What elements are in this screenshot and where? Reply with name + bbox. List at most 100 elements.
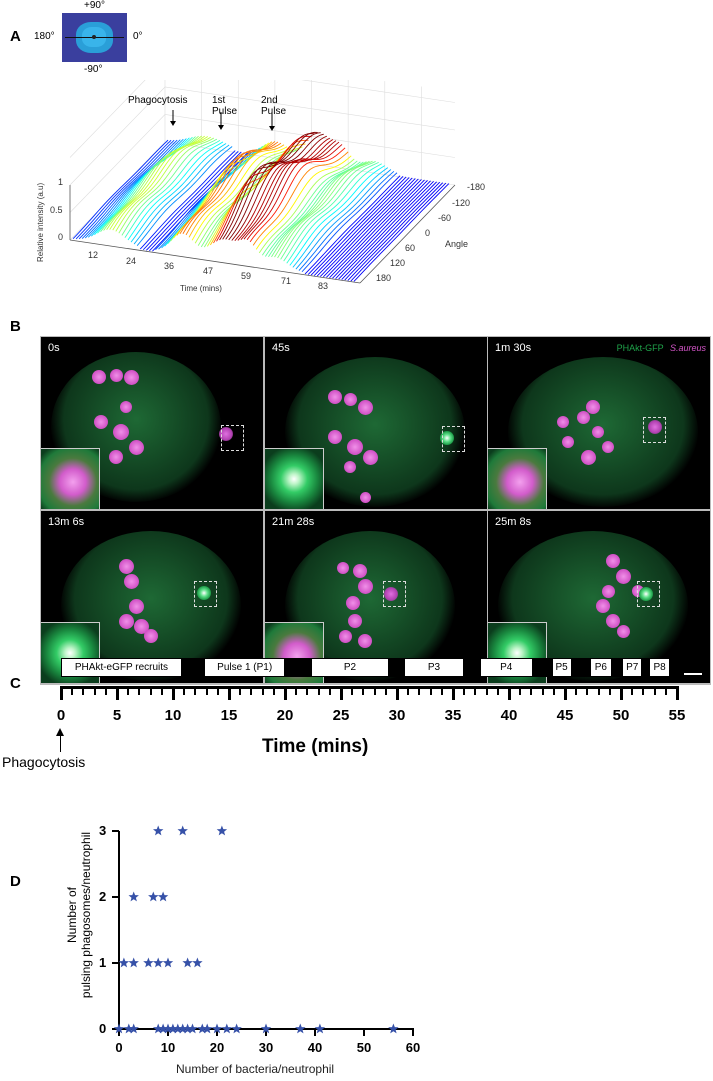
phagocytosis-arrow [60, 732, 61, 752]
time-tick: 71 [281, 276, 292, 286]
angle-axis-line [359, 184, 456, 284]
timeline-tick [552, 686, 555, 695]
zoom-inset [41, 448, 100, 509]
surface-ridge [145, 151, 242, 251]
zoom-region-box [643, 417, 666, 443]
bacterium [353, 564, 367, 578]
surface-ridge [316, 177, 413, 277]
timeline-tick-label: 15 [220, 707, 238, 724]
surface-plot [69, 80, 456, 284]
timeline-tick-label: 40 [500, 707, 518, 724]
frame-45s: 45s [265, 337, 487, 509]
bacterium [92, 370, 106, 384]
surface-ridge [274, 160, 370, 258]
timeline-tick [340, 686, 343, 700]
surface-ridge [179, 141, 276, 235]
timeline-tick-labels: 0 5 10 15 20 25 30 35 40 45 50 55 [0, 707, 713, 727]
timeline-tick [407, 686, 410, 695]
bacterium [357, 578, 373, 594]
scatter-point [157, 1023, 169, 1034]
x-tick-label: 10 [160, 1040, 176, 1055]
timeline-tick-label: 55 [668, 707, 686, 724]
timeline-tick [194, 686, 197, 695]
timeline-tick [127, 686, 130, 695]
bacterium [118, 613, 134, 629]
timeline-tick [250, 686, 253, 695]
scatter-point [314, 1023, 326, 1034]
scatter-point [128, 1023, 139, 1034]
bacterium [576, 410, 590, 424]
frame-time-label: 1m 30s [495, 342, 532, 354]
surface-ridge [237, 139, 334, 241]
timeline-tick [261, 686, 264, 695]
scatter-point [295, 1023, 306, 1034]
surface-ridge [313, 177, 410, 276]
zoom-region-box [637, 581, 660, 607]
angle-axis-label: Angle [445, 239, 469, 249]
timeline-tick [239, 686, 242, 695]
timeline-tick [396, 686, 399, 700]
phagosome [197, 586, 211, 600]
scatter-point [182, 1023, 193, 1034]
timeline-tick [575, 686, 578, 695]
bacterium [123, 573, 139, 589]
timeline-tick [508, 686, 511, 700]
frame-time-label: 13m 6s [48, 516, 85, 528]
surface-ridge [75, 139, 172, 240]
scatter-point [143, 957, 154, 968]
frame-time-label: 25m 8s [495, 516, 532, 528]
surface-ridge [255, 155, 352, 250]
phagocytosis-arrow-head [56, 728, 64, 736]
surface-ridge [84, 139, 181, 239]
timeline-tick [564, 686, 567, 700]
timeline-tick [642, 686, 645, 695]
annotation-phagocytosis: Phagocytosis [128, 95, 188, 106]
timeline-segment: P8 [649, 658, 671, 677]
panel-label-b: B [10, 318, 21, 335]
zoom-region-box [221, 425, 244, 451]
inset-label-right: 0° [133, 31, 143, 42]
annotation-pulse1: 1st Pulse [212, 95, 238, 117]
surface-ridge [234, 137, 331, 242]
timeline-tick [597, 686, 600, 695]
surface-ridge [121, 138, 218, 236]
time-tick: 24 [126, 256, 137, 266]
legend-bacteria: S.aureus [669, 343, 706, 353]
scale-bar [684, 673, 702, 675]
surface-ridge [191, 146, 288, 241]
bacterium [118, 558, 134, 574]
scatter-point [162, 1023, 174, 1034]
timeline-tick [317, 686, 320, 695]
timeline-segment: P6 [589, 658, 613, 677]
y-tick-label: 2 [99, 889, 107, 904]
scatter-point [260, 1023, 272, 1034]
surface-ridge [127, 141, 224, 241]
bacterium [337, 562, 349, 574]
time-tick: 47 [203, 266, 214, 276]
bacterium [357, 399, 373, 415]
y-tick-label: 0 [99, 1021, 107, 1036]
timeline-tick [620, 686, 623, 700]
surface-ridge [310, 176, 407, 276]
surface-ridge [243, 141, 340, 240]
zoom-region-box [194, 581, 217, 607]
scatter-point [128, 957, 139, 968]
timeline-tick [306, 686, 309, 695]
surface-ridge [118, 137, 215, 234]
scatter-point [211, 1023, 223, 1034]
zoom-region-box [442, 426, 465, 452]
bacterium [338, 629, 352, 643]
bacterium [128, 598, 144, 614]
timeline-segment: PHAkt-eGFP recruits [61, 658, 182, 677]
surface-ridge [188, 144, 285, 238]
phagosome [639, 587, 653, 601]
surface-ridge [347, 182, 444, 281]
timeline-tick-label: 5 [112, 707, 122, 724]
surface-ridge [228, 133, 324, 241]
surface-ridge [277, 160, 373, 259]
x-tick-label: 40 [307, 1040, 323, 1055]
scatter-point [197, 1023, 208, 1034]
bacterium [128, 439, 144, 455]
surface-ridge [344, 181, 441, 281]
timeline-tick-label: 45 [556, 707, 574, 724]
